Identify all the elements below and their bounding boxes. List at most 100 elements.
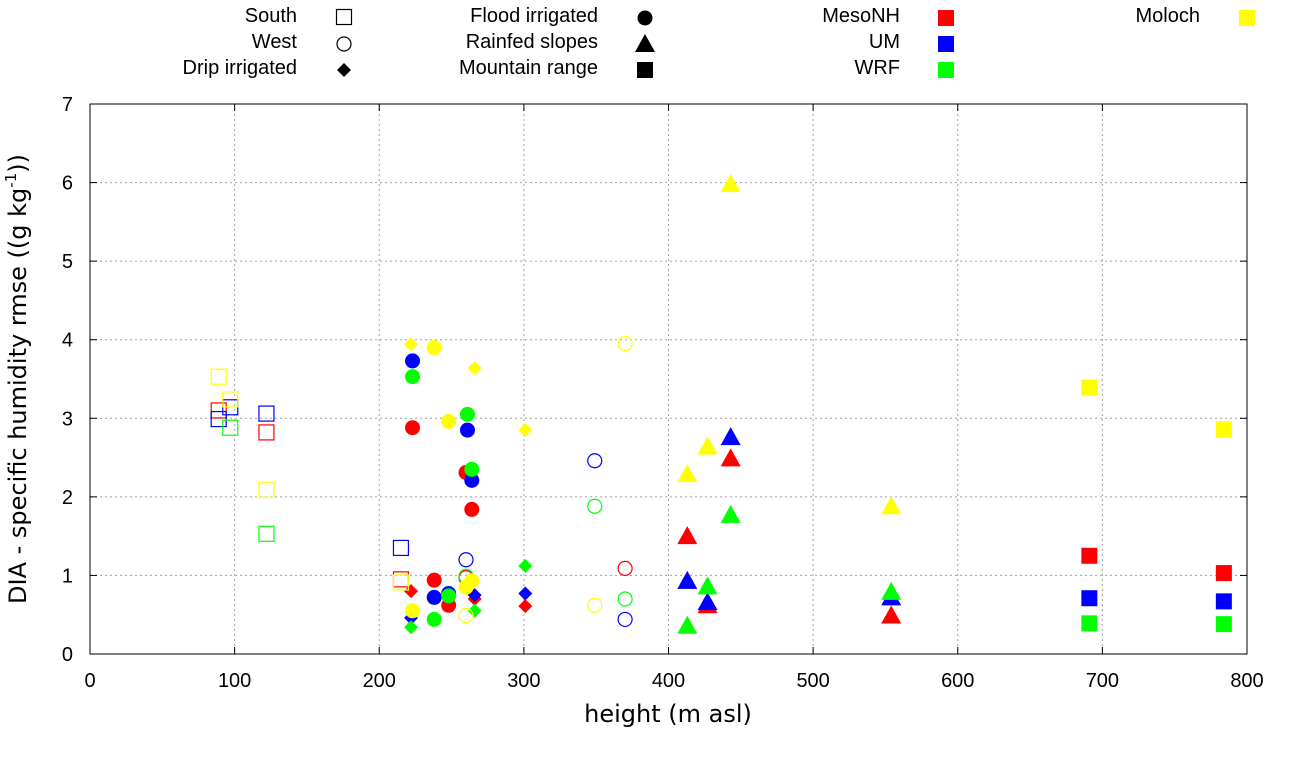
point-wrf-flood-irrigated [464,461,480,477]
legend-swatch-moloch [1239,10,1255,26]
point-um-mountain-range [1215,593,1232,610]
series-wrf [222,369,1232,635]
legend-label: Flood irrigated [470,5,598,27]
point-wrf-rainfed-slopes [881,581,902,600]
point-um-mountain-range [1081,590,1098,607]
legend-label: MesoNH [822,5,900,27]
legend-item-moloch: Moloch [1136,5,1255,27]
point-moloch-rainfed-slopes [697,436,718,455]
point-moloch-flood-irrigated [441,413,457,429]
point-wrf-south [258,525,275,542]
point-moloch-south [258,481,275,498]
point-moloch-drip-irrigated [467,361,482,375]
x-tick-label: 600 [941,670,974,692]
point-moloch-flood-irrigated [464,573,480,589]
point-moloch-mountain-range [1081,379,1098,396]
legend-label: UM [869,31,900,53]
point-wrf-rainfed-slopes [697,576,718,595]
point-wrf-flood-irrigated [459,406,475,422]
y-tick-label: 3 [62,408,73,430]
point-um-flood-irrigated [464,472,480,488]
legend-item-mountain-range: Mountain range [459,57,653,79]
point-mesonh-rainfed-slopes [677,526,698,545]
point-wrf-rainfed-slopes [720,504,741,523]
point-moloch-west [458,607,474,624]
point-um-rainfed-slopes [677,570,698,589]
legend-swatch-um [938,36,954,52]
point-mesonh-south [210,402,227,419]
point-wrf-mountain-range [1215,616,1232,633]
point-mesonh-rainfed-slopes [881,605,902,624]
point-um-flood-irrigated [459,422,475,438]
point-um-south [258,405,275,422]
point-wrf-rainfed-slopes [677,615,698,634]
point-wrf-west [617,591,633,607]
point-moloch-flood-irrigated [405,603,421,619]
x-tick-label: 300 [507,670,540,692]
legend-item-mesonh: MesoNH [822,5,954,27]
axis-ticks: 0 100 200 300 400 500 600 700 800 0 1 2 3 4 5 6 7 [62,94,1264,692]
point-wrf-flood-irrigated [426,611,442,627]
x-tick-label: 500 [796,670,829,692]
x-tick-label: 800 [1230,670,1263,692]
point-moloch-south [210,368,227,385]
legend-item-wrf: WRF [854,57,954,79]
x-tick-label: 0 [84,670,95,692]
legend-label: Drip irrigated [183,57,297,79]
legend-item-rainfed-slopes: Rainfed slopes [466,31,655,53]
legend: South West Drip irrigated Flood irrigated Ra… [183,5,1255,79]
point-moloch-rainfed-slopes [881,496,902,515]
point-um-south [392,539,410,557]
y-tick-label: 2 [62,487,73,509]
x-tick-label: 100 [218,670,251,692]
x-tick-label: 400 [652,670,685,692]
y-axis-label-main: DIA - specific humidity rmse ((g kg [4,188,32,604]
y-axis-label: DIA - specific humidity rmse ((g kg-1)) [2,154,32,604]
point-mesonh-drip-irrigated [518,599,533,614]
legend-item-south: South [245,5,353,27]
point-mesonh-west [617,560,633,576]
point-moloch-south [392,574,410,591]
legend-marker-south [335,8,353,26]
point-um-flood-irrigated [405,353,421,369]
point-um-west [587,453,603,469]
y-tick-label: 1 [62,565,73,587]
point-mesonh-mountain-range [1215,565,1232,582]
legend-marker-west [336,36,352,52]
y-axis-label-tail: )) [4,154,32,173]
legend-swatch-mesonh [938,10,954,26]
point-wrf-drip-irrigated [467,603,482,618]
point-wrf-drip-irrigated [518,559,533,573]
point-wrf-mountain-range [1081,615,1098,632]
point-wrf-south [222,419,239,436]
legend-marker-drip-irrigated [337,63,351,77]
point-mesonh-south [258,424,275,441]
x-tick-label: 200 [363,670,396,692]
y-axis-label-superscript: -1 [2,173,20,188]
grid [90,104,1247,654]
point-mesonh-flood-irrigated [426,572,442,588]
point-mesonh-rainfed-slopes [720,448,741,467]
point-um-west [458,552,474,568]
legend-marker-mountain-range [637,62,653,78]
legend-item-flood-irrigated: Flood irrigated [470,5,653,27]
legend-label: Moloch [1136,5,1200,27]
legend-label: South [245,5,297,27]
point-um-flood-irrigated [426,589,442,605]
y-tick-label: 0 [62,644,73,666]
point-um-drip-irrigated [518,586,533,601]
point-moloch-rainfed-slopes [677,464,698,483]
point-wrf-flood-irrigated [441,588,457,604]
legend-label: WRF [854,57,900,79]
point-um-south [210,410,227,428]
point-moloch-south [222,391,239,408]
point-um-rainfed-slopes [720,427,741,446]
y-tick-label: 6 [62,173,73,195]
data-points [210,174,1232,635]
legend-item-um: UM [869,31,954,53]
point-wrf-drip-irrigated [404,620,419,635]
legend-marker-rainfed-slopes [635,34,655,52]
legend-item-drip-irrigated: Drip irrigated [183,57,351,79]
legend-label: Mountain range [459,57,598,79]
